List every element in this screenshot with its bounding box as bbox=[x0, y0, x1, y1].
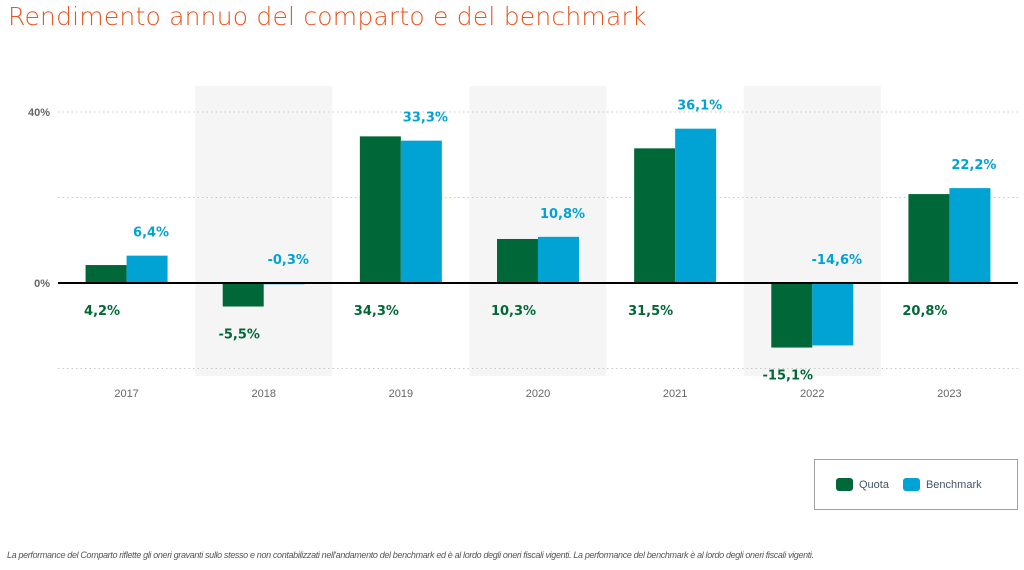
bar-benchmark bbox=[675, 128, 717, 283]
data-label-benchmark: 36,1% bbox=[677, 99, 722, 114]
bar-benchmark bbox=[126, 255, 168, 283]
chart-title: Rendimento annuo del comparto e del benc… bbox=[8, 2, 647, 31]
data-label-quota: 20,8% bbox=[902, 304, 947, 319]
data-label-quota: 34,3% bbox=[354, 304, 399, 319]
x-tick-label: 2023 bbox=[937, 388, 961, 400]
background-band bbox=[195, 86, 333, 376]
legend-label-benchmark: Benchmark bbox=[925, 478, 982, 491]
data-label-benchmark: 22,2% bbox=[951, 158, 996, 173]
legend: Quota Benchmark bbox=[814, 459, 1018, 510]
x-tick-label: 2022 bbox=[800, 388, 824, 400]
data-label-benchmark: -14,6% bbox=[812, 253, 863, 268]
y-tick-label: 0% bbox=[34, 278, 50, 290]
legend-item-benchmark: Benchmark bbox=[902, 478, 982, 491]
data-label-benchmark: 6,4% bbox=[133, 226, 169, 241]
data-label-benchmark: 33,3% bbox=[403, 111, 448, 126]
bar-quota bbox=[771, 283, 813, 348]
bar-quota bbox=[85, 265, 127, 283]
bar-benchmark bbox=[400, 140, 442, 283]
bar-benchmark bbox=[949, 188, 991, 283]
footnote: La performance del Comparto riflette gli… bbox=[7, 550, 814, 560]
legend-item-quota: Quota bbox=[836, 478, 889, 491]
background-band bbox=[469, 86, 607, 376]
bar-chart: 40% 0% 6,4% 4,2% 2017 -0,3% -5,5% 2018 33,3% 34,3… bbox=[27, 86, 1018, 400]
x-tick-label: 2021 bbox=[663, 388, 687, 400]
bar-benchmark bbox=[812, 283, 854, 346]
data-label-benchmark: 10,8% bbox=[540, 207, 585, 222]
y-tick-label: 40% bbox=[28, 107, 50, 119]
data-label-quota: -15,1% bbox=[763, 369, 814, 384]
bar-quota bbox=[908, 194, 950, 283]
legend-swatch-benchmark bbox=[902, 478, 920, 491]
data-label-benchmark: -0,3% bbox=[267, 253, 308, 268]
x-tick-label: 2019 bbox=[389, 388, 413, 400]
bar-quota bbox=[497, 238, 538, 283]
x-tick-label: 2020 bbox=[526, 388, 550, 400]
data-label-quota: 10,3% bbox=[491, 304, 536, 319]
x-tick-label: 2017 bbox=[114, 388, 138, 400]
legend-label-quota: Quota bbox=[859, 478, 889, 491]
legend-swatch-quota bbox=[836, 478, 853, 491]
bar-quota bbox=[634, 148, 676, 283]
bar-quota bbox=[222, 283, 264, 307]
data-label-quota: -5,5% bbox=[218, 328, 259, 343]
x-tick-label: 2018 bbox=[251, 388, 275, 400]
bar-benchmark bbox=[538, 236, 579, 283]
data-label-quota: 4,2% bbox=[84, 304, 120, 319]
bar-quota bbox=[359, 136, 401, 283]
data-label-quota: 31,5% bbox=[628, 304, 673, 319]
